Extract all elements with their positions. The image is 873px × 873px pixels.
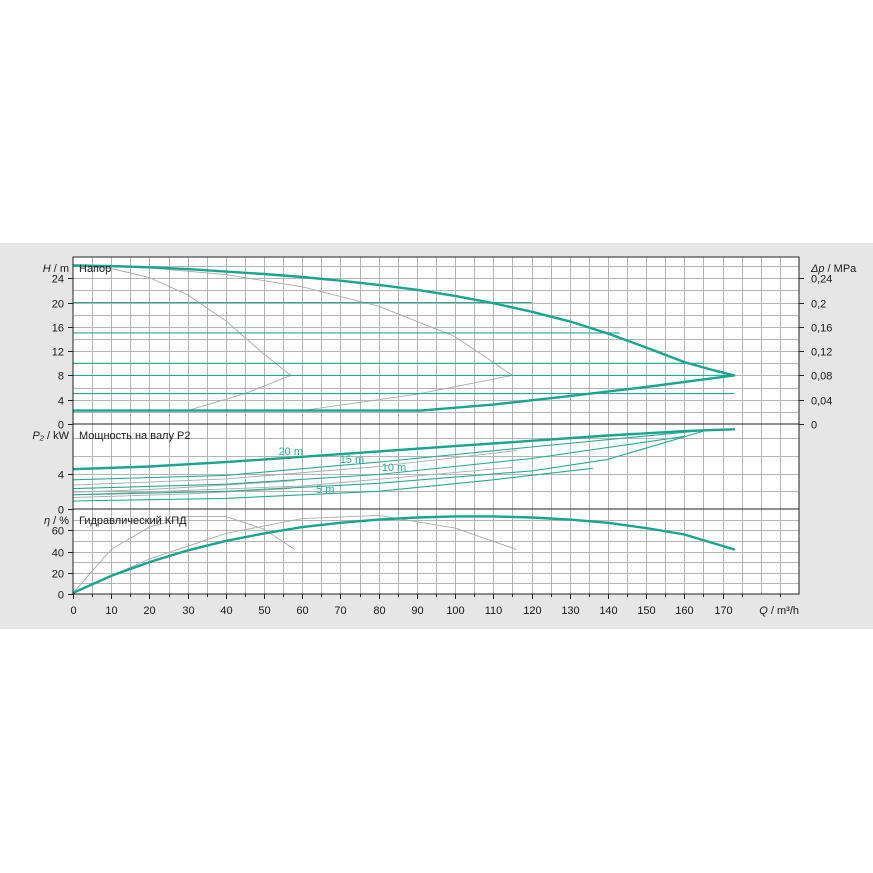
series-line-thin bbox=[73, 430, 705, 496]
series-line-gray bbox=[73, 515, 296, 594]
series-line-thin bbox=[73, 428, 716, 481]
y-tick-label: 16 bbox=[52, 323, 64, 335]
x-tick-label: 50 bbox=[258, 605, 270, 617]
x-tick-label: 100 bbox=[446, 605, 464, 617]
panel-title: Мощность на валу P2 bbox=[79, 430, 191, 442]
panel-title: Напор bbox=[79, 263, 111, 275]
series-line-main bbox=[73, 264, 736, 377]
x-tick-label: 80 bbox=[373, 605, 385, 617]
right-axis-label-symbol: Δp bbox=[810, 263, 825, 275]
y-tick-label: 24 bbox=[52, 274, 64, 286]
x-tick-label: 0 bbox=[70, 605, 76, 617]
right-tick-label: 0,08 bbox=[811, 371, 832, 383]
y-tick-label: 4 bbox=[58, 396, 64, 408]
x-tick-label: 150 bbox=[637, 605, 655, 617]
x-tick-label: 110 bbox=[485, 605, 503, 617]
series-line-thin bbox=[73, 435, 685, 490]
y-axis-label: P₂ / kW bbox=[32, 430, 69, 442]
x-axis-label-symbol: Q bbox=[759, 605, 768, 617]
series-group bbox=[73, 264, 736, 412]
series-line-gray bbox=[73, 514, 517, 594]
pump-curve-chart: 0 4 8 12 16 20 24 0 0,04 0,08 0,12 0,16 0,2 0,24 Напор… bbox=[0, 243, 873, 629]
x-tick-label: 30 bbox=[182, 605, 194, 617]
y-tick-label: 60 bbox=[52, 526, 64, 538]
x-tick-label: 70 bbox=[334, 605, 346, 617]
x-tick-label: 20 bbox=[143, 605, 155, 617]
series-line-main bbox=[73, 428, 736, 471]
right-tick-label: 0,04 bbox=[811, 396, 832, 408]
x-axis-label: Q / m³/h bbox=[759, 605, 799, 617]
x-tick-label: 170 bbox=[714, 605, 732, 617]
x-tick-label: 90 bbox=[411, 605, 423, 617]
series-line-thin bbox=[73, 467, 594, 502]
right-tick-label: 0,2 bbox=[811, 299, 826, 311]
y-tick-label: 40 bbox=[52, 548, 64, 560]
series-line-gray bbox=[73, 466, 513, 496]
y-tick-label: 0 bbox=[58, 420, 64, 432]
curve-annotation: 20 m bbox=[279, 446, 303, 458]
chart-svg: 0 4 8 12 16 20 24 0 0,04 0,08 0,12 0,16 0,2 0,24 Напор… bbox=[32, 256, 857, 617]
right-tick-label: 0,24 bbox=[811, 274, 832, 286]
y-axis-label-symbol: η bbox=[44, 515, 50, 527]
series-group bbox=[73, 514, 736, 594]
x-tick-label: 130 bbox=[561, 605, 579, 617]
series-line-gray bbox=[73, 480, 296, 493]
y-axis-label-unit: / m bbox=[51, 263, 69, 275]
curve-annotation: 5 m bbox=[316, 484, 334, 496]
series-line-gray bbox=[73, 488, 292, 498]
right-tick-label: 0,12 bbox=[811, 347, 832, 359]
series-line-main bbox=[73, 515, 736, 594]
right-axis-label-unit: / MPa bbox=[825, 263, 858, 275]
x-tick-label: 140 bbox=[599, 605, 617, 617]
panel-2: 0 4 Мощность на валу P2 20 m 15 m 10 m 5 m bbox=[58, 423, 800, 517]
series-line-gray bbox=[301, 374, 513, 412]
y-axis-label-symbol: P₂ bbox=[32, 430, 44, 442]
y-axis-label-symbol: H bbox=[43, 263, 51, 275]
series-line-gray bbox=[73, 265, 292, 376]
right-axis-label: Δp / MPa bbox=[810, 263, 857, 275]
series-group bbox=[73, 428, 736, 502]
y-tick-label: 4 bbox=[58, 470, 64, 482]
panel-1: 0 4 8 12 16 20 24 0 0,04 0,08 0,12 0,16 0,2 0,24 Напор bbox=[52, 256, 832, 432]
right-tick-label: 0,16 bbox=[811, 323, 832, 335]
x-tick-label: 120 bbox=[523, 605, 541, 617]
y-tick-label: 0 bbox=[58, 505, 64, 517]
y-axis-label: η / % bbox=[44, 515, 69, 527]
y-tick-label: 12 bbox=[52, 347, 64, 359]
panel-title: Гидравлический КПД bbox=[79, 515, 187, 527]
curve-annotation: 15 m bbox=[340, 454, 364, 466]
curve-annotation: 10 m bbox=[382, 462, 406, 474]
panel-3: 0 20 40 60 Гидравлический КПД 0 10 20 30 40 50 60 70… bbox=[52, 508, 800, 617]
y-axis-label-unit: / kW bbox=[44, 430, 70, 442]
y-tick-label: 0 bbox=[58, 590, 64, 602]
right-tick-label: 0 bbox=[811, 420, 817, 432]
y-tick-label: 20 bbox=[52, 299, 64, 311]
y-axis-label-unit: / % bbox=[50, 515, 69, 527]
x-tick-label: 10 bbox=[105, 605, 117, 617]
y-tick-label: 20 bbox=[52, 569, 64, 581]
x-tick-label: 40 bbox=[220, 605, 232, 617]
x-axis-label-unit: / m³/h bbox=[768, 605, 799, 617]
series-line-gray bbox=[73, 450, 517, 486]
series-line-main bbox=[73, 374, 736, 412]
x-tick-label: 60 bbox=[296, 605, 308, 617]
y-tick-label: 8 bbox=[58, 371, 64, 383]
y-axis-label: H / m bbox=[43, 263, 69, 275]
x-tick-label: 160 bbox=[675, 605, 693, 617]
